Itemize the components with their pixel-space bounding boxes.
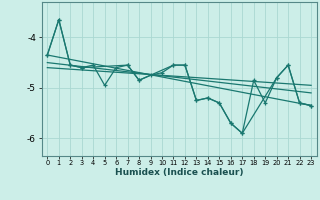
X-axis label: Humidex (Indice chaleur): Humidex (Indice chaleur) — [115, 168, 244, 177]
